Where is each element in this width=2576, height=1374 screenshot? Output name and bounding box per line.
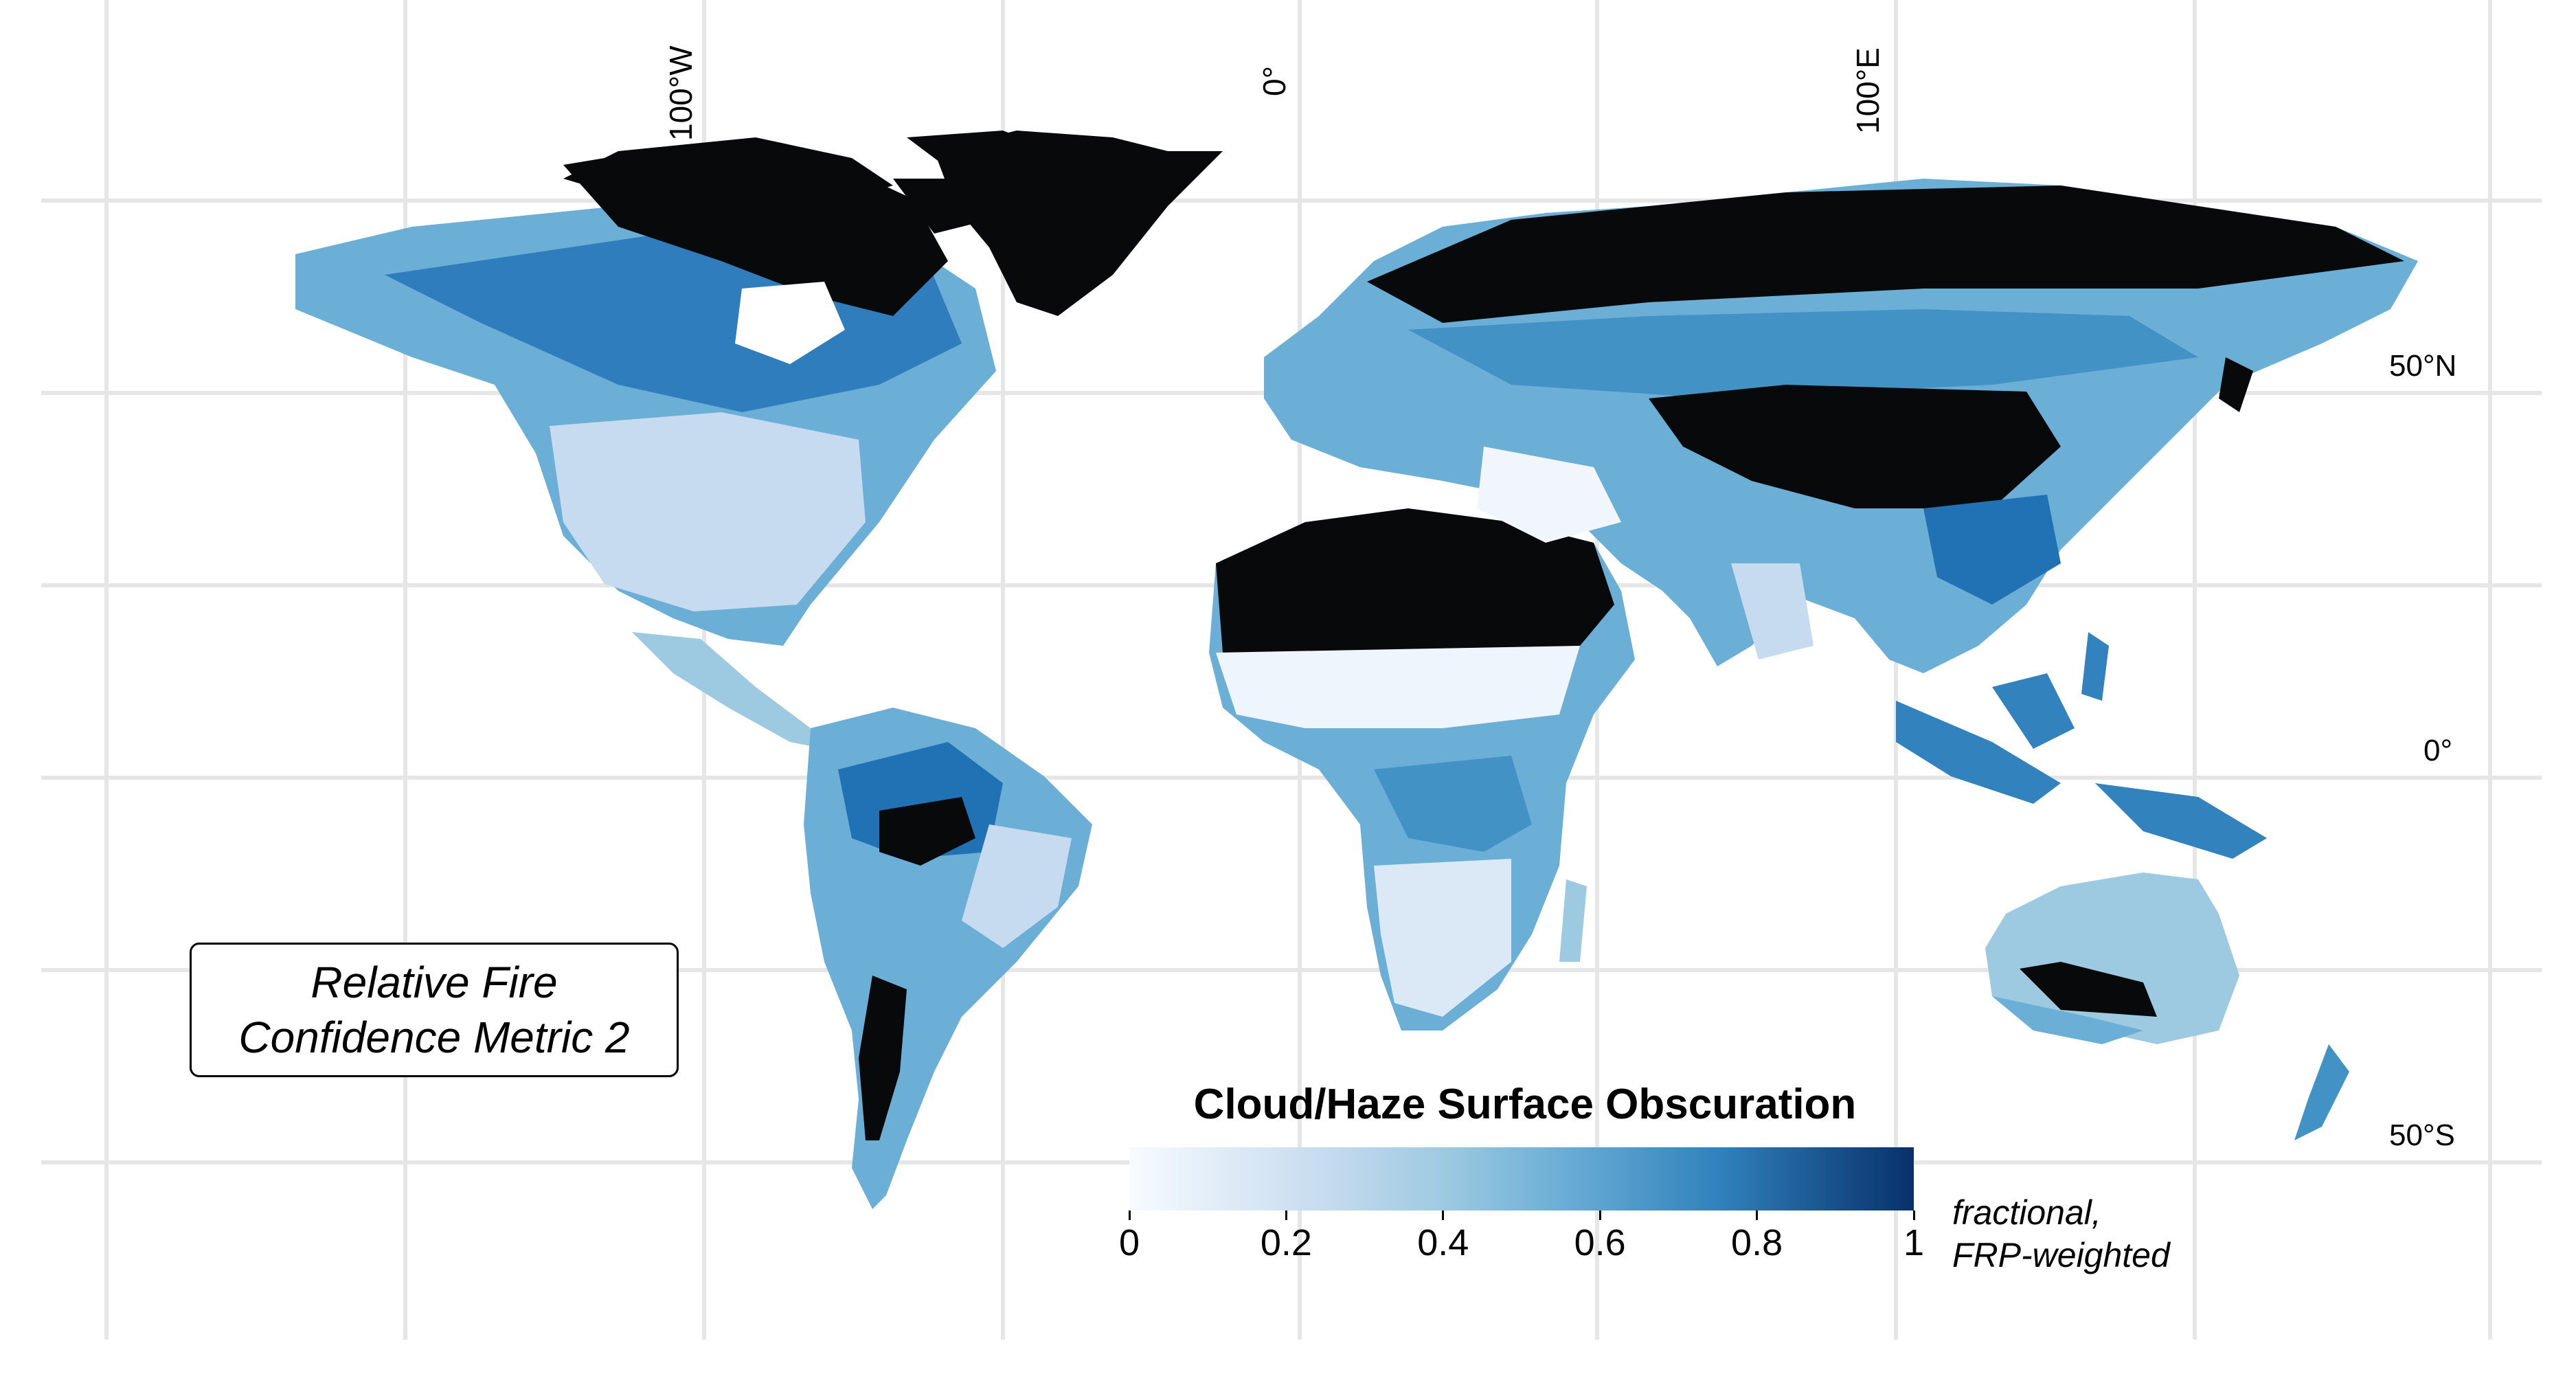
panel-label-line1: Relative Fire bbox=[310, 958, 558, 1007]
lat-label-0: 0° bbox=[2424, 734, 2453, 767]
legend-tick-label: 0.8 bbox=[1731, 1222, 1783, 1263]
legend-tick-label: 0 bbox=[1118, 1222, 1140, 1263]
legend-units: fractional, FRP-weighted bbox=[1952, 1191, 2170, 1276]
legend-tick-mark bbox=[1598, 1210, 1601, 1220]
legend-title: Cloud/Haze Surface Obscuration bbox=[1193, 1081, 1857, 1128]
legend-tick-mark bbox=[1128, 1210, 1131, 1220]
maritime-southeast-asia bbox=[1896, 632, 2267, 859]
lat-label-50s: 50°S bbox=[2389, 1118, 2455, 1152]
legend-colorbar bbox=[1129, 1147, 1914, 1210]
legend-tick-mark bbox=[1285, 1210, 1287, 1220]
legend-tick-label: 0.6 bbox=[1574, 1222, 1626, 1263]
panel-label-box: Relative Fire Confidence Metric 2 bbox=[190, 943, 679, 1077]
legend-tick-mark bbox=[1912, 1210, 1915, 1220]
australia bbox=[1985, 872, 2349, 1140]
arctic-islands bbox=[563, 131, 1223, 316]
north-america bbox=[295, 144, 996, 749]
lat-label-50n: 50°N bbox=[2389, 349, 2457, 383]
africa bbox=[1209, 508, 1635, 1030]
lon-label-0: 0° bbox=[1256, 66, 1292, 96]
legend-tick-mark bbox=[1756, 1210, 1759, 1220]
eurasia bbox=[1264, 179, 2418, 673]
lon-label-100w: 100°W bbox=[663, 45, 699, 141]
legend-tick-mark bbox=[1442, 1210, 1445, 1220]
panel-label-line2: Confidence Metric 2 bbox=[238, 1013, 630, 1062]
legend-tick-label: 1 bbox=[1903, 1222, 1925, 1263]
south-america bbox=[804, 708, 1092, 1209]
legend-tick-label: 0.4 bbox=[1417, 1222, 1469, 1263]
lon-label-100e: 100°E bbox=[1850, 47, 1886, 134]
legend-units-line1: fractional, bbox=[1952, 1193, 2101, 1232]
legend-units-line2: FRP-weighted bbox=[1952, 1236, 2170, 1274]
legend-tick-label: 0.2 bbox=[1260, 1222, 1312, 1263]
